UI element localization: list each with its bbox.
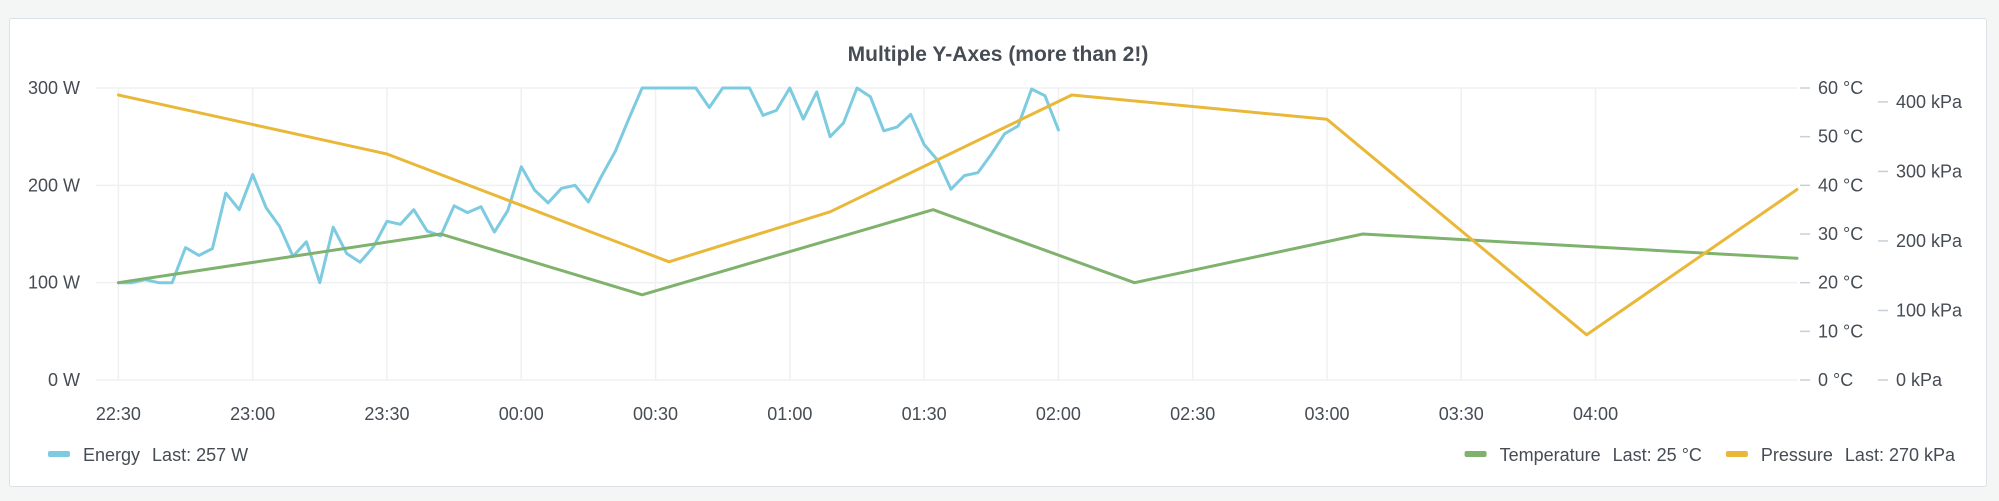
time-tick-label: 01:30 xyxy=(902,404,947,424)
energy-tick-label: 300 W xyxy=(28,78,80,98)
temperature-tick-label: 20 °C xyxy=(1818,273,1863,293)
temperature-tick-label: 0 °C xyxy=(1818,370,1853,390)
time-tick-label: 00:30 xyxy=(633,404,678,424)
legend-last-value: Last: 25 °C xyxy=(1613,445,1702,465)
time-tick-label: 00:00 xyxy=(499,404,544,424)
legend-swatch xyxy=(1725,451,1748,457)
time-tick-label: 23:30 xyxy=(364,404,409,424)
time-tick-label: 23:00 xyxy=(230,404,275,424)
energy-axis: 0 W 100 W 200 W 300 W xyxy=(28,78,80,390)
time-tick-label: 22:30 xyxy=(96,404,141,424)
energy-series-line xyxy=(116,86,1060,285)
chart-panel: Multiple Y-Axes (more than 2!) xyxy=(9,18,1987,487)
time-tick-label: 04:00 xyxy=(1573,404,1618,424)
pressure-tick-label: 0 kPa xyxy=(1896,370,1943,390)
time-tick-label: 02:00 xyxy=(1036,404,1081,424)
legend-series-name: Temperature xyxy=(1500,445,1601,465)
temperature-tick-label: 60 °C xyxy=(1818,78,1863,98)
panel-title: Multiple Y-Axes (more than 2!) xyxy=(847,43,1149,66)
legend-last-value: Last: 270 kPa xyxy=(1845,445,1956,465)
time-tick-label: 03:00 xyxy=(1304,404,1349,424)
energy-tick-label: 100 W xyxy=(28,273,80,293)
legend-series-name: Energy xyxy=(83,445,140,465)
grid xyxy=(96,87,1797,381)
legend-item-energy[interactable]: Energy Last: 257 W xyxy=(48,445,248,465)
pressure-tick-label: 400 kPa xyxy=(1896,92,1963,112)
temperature-tick-label: 10 °C xyxy=(1818,321,1863,341)
temperature-tick-label: 30 °C xyxy=(1818,224,1863,244)
pressure-tick-label: 200 kPa xyxy=(1896,231,1963,251)
time-axis: 22:30 23:00 23:30 00:00 00:30 01:00 01:30 02:00… xyxy=(96,404,1618,424)
temperature-tick-label: 40 °C xyxy=(1818,175,1863,195)
time-tick-label: 02:30 xyxy=(1170,404,1215,424)
pressure-series-line xyxy=(116,93,1799,337)
legend-swatch xyxy=(48,451,70,457)
legend-swatch xyxy=(1464,451,1487,457)
temperature-axis: 0 °C 10 °C 20 °C 30 °C 40 °C 50 °C 60 °C xyxy=(1800,78,1863,390)
series-lines xyxy=(116,86,1799,337)
time-tick-label: 01:00 xyxy=(767,404,812,424)
pressure-tick-label: 300 kPa xyxy=(1896,161,1963,181)
time-tick-label: 03:30 xyxy=(1439,404,1484,424)
legend[interactable]: Energy Last: 257 W Temperature Last: 25 °C P… xyxy=(48,445,1956,465)
legend-series-name: Pressure xyxy=(1761,445,1833,465)
legend-last-value: Last: 257 W xyxy=(152,445,248,465)
energy-tick-label: 0 W xyxy=(48,370,80,390)
legend-item-pressure[interactable]: Pressure Last: 270 kPa xyxy=(1725,445,1956,465)
legend-item-temperature[interactable]: Temperature Last: 25 °C xyxy=(1464,445,1702,465)
pressure-tick-label: 100 kPa xyxy=(1896,300,1963,320)
temperature-series-line xyxy=(116,208,1799,297)
temperature-tick-label: 50 °C xyxy=(1818,127,1863,147)
energy-tick-label: 200 W xyxy=(28,175,80,195)
pressure-axis: 0 kPa 100 kPa 200 kPa 300 kPa 400 kPa xyxy=(1878,92,1963,390)
